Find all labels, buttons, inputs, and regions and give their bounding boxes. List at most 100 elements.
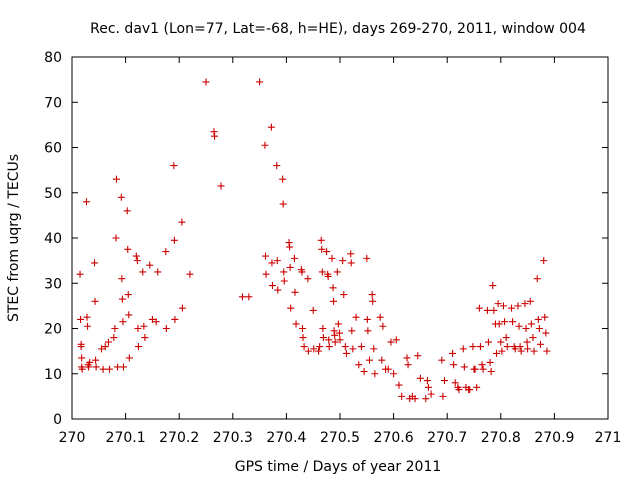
x-tick-label: 270.7 xyxy=(427,430,467,446)
data-point-marker xyxy=(369,297,377,305)
data-point-marker xyxy=(84,322,92,330)
data-point-marker xyxy=(300,343,308,351)
data-point-marker xyxy=(529,334,537,342)
data-point-marker xyxy=(478,361,486,369)
data-point-marker xyxy=(339,257,347,265)
data-point-marker xyxy=(319,325,327,332)
data-point-marker xyxy=(508,304,516,312)
data-point-marker xyxy=(336,336,344,344)
data-point-marker xyxy=(439,392,447,400)
data-point-marker xyxy=(91,297,99,305)
data-point-marker xyxy=(268,282,276,290)
data-point-marker xyxy=(238,293,246,301)
data-point-marker xyxy=(119,363,127,371)
data-point-marker xyxy=(97,345,105,353)
data-point-marker xyxy=(542,329,550,337)
data-point-marker xyxy=(347,250,355,258)
data-point-marker xyxy=(370,345,378,353)
data-point-marker xyxy=(527,320,535,328)
data-point-marker xyxy=(524,345,532,353)
data-point-marker xyxy=(134,325,142,332)
y-tick-label: 30 xyxy=(44,276,62,292)
data-point-marker xyxy=(290,254,298,262)
data-point-marker xyxy=(404,361,412,369)
y-tick-label: 20 xyxy=(44,322,62,338)
data-point-marker xyxy=(211,132,219,140)
data-point-marker xyxy=(123,207,131,215)
data-point-marker xyxy=(291,288,299,296)
x-tick-label: 270 xyxy=(59,430,86,446)
data-point-marker xyxy=(379,322,387,330)
data-point-marker xyxy=(342,349,350,357)
data-point-marker xyxy=(118,295,126,303)
x-axis-label: GPS time / Days of year 2011 xyxy=(235,459,442,475)
data-point-marker xyxy=(392,336,400,344)
data-point-marker xyxy=(526,297,534,305)
data-point-marker xyxy=(274,286,282,294)
data-point-marker xyxy=(449,349,457,357)
data-point-marker xyxy=(328,254,336,262)
data-point-marker xyxy=(541,313,549,321)
data-point-marker xyxy=(99,365,107,373)
data-point-marker xyxy=(438,356,446,364)
data-point-marker xyxy=(287,304,295,312)
data-point-marker xyxy=(170,236,178,244)
data-point-marker xyxy=(286,263,294,271)
data-point-marker xyxy=(535,325,543,332)
data-point-marker xyxy=(152,318,160,326)
data-point-marker xyxy=(267,123,275,131)
data-point-marker xyxy=(473,383,481,391)
data-point-marker xyxy=(368,291,376,299)
data-point-marker xyxy=(501,318,509,326)
data-point-marker xyxy=(427,390,435,398)
y-tick-label: 50 xyxy=(44,186,62,202)
data-point-marker xyxy=(324,272,332,280)
x-tick-label: 270.2 xyxy=(159,430,199,446)
data-point-marker xyxy=(92,356,100,364)
data-point-marker xyxy=(376,313,384,321)
data-point-marker xyxy=(273,162,281,170)
y-tick-label: 40 xyxy=(44,231,62,247)
data-point-marker xyxy=(424,383,432,391)
x-tick-label: 270.1 xyxy=(106,430,146,446)
data-point-marker xyxy=(502,334,510,342)
data-point-marker xyxy=(360,367,368,375)
data-point-marker xyxy=(178,304,186,312)
data-point-marker xyxy=(77,315,85,323)
data-point-marker xyxy=(517,347,525,355)
data-point-marker xyxy=(186,270,194,278)
data-point-marker xyxy=(162,325,170,332)
data-point-marker xyxy=(91,259,99,267)
data-point-marker xyxy=(395,381,403,389)
chart-title: Rec. dav1 (Lon=77, Lat=-68, h=HE), days … xyxy=(90,21,586,37)
data-point-marker xyxy=(178,218,186,226)
data-point-marker xyxy=(304,275,312,283)
data-point-marker xyxy=(530,347,538,355)
data-point-marker xyxy=(363,315,371,323)
data-point-marker xyxy=(497,338,505,346)
data-point-marker xyxy=(460,363,468,371)
data-point-marker xyxy=(450,361,458,369)
data-point-marker xyxy=(310,345,318,353)
data-point-marker xyxy=(309,306,317,314)
data-point-marker xyxy=(330,297,338,305)
x-tick-label: 270.4 xyxy=(266,430,306,446)
data-point-marker xyxy=(279,175,287,183)
data-point-marker xyxy=(286,243,294,251)
data-point-marker xyxy=(521,300,529,308)
data-point-marker xyxy=(403,354,411,362)
x-tick-label: 270.3 xyxy=(213,430,253,446)
data-point-marker xyxy=(329,284,337,292)
data-point-marker xyxy=(349,345,357,353)
data-point-marker xyxy=(335,329,343,337)
data-point-marker xyxy=(540,257,548,265)
data-point-marker xyxy=(141,334,149,342)
data-point-marker xyxy=(292,320,300,328)
data-point-marker xyxy=(268,259,276,267)
data-point-marker xyxy=(516,343,524,351)
data-point-marker xyxy=(378,356,386,364)
data-point-marker xyxy=(273,257,281,265)
data-points xyxy=(76,78,551,403)
data-point-marker xyxy=(498,347,506,355)
